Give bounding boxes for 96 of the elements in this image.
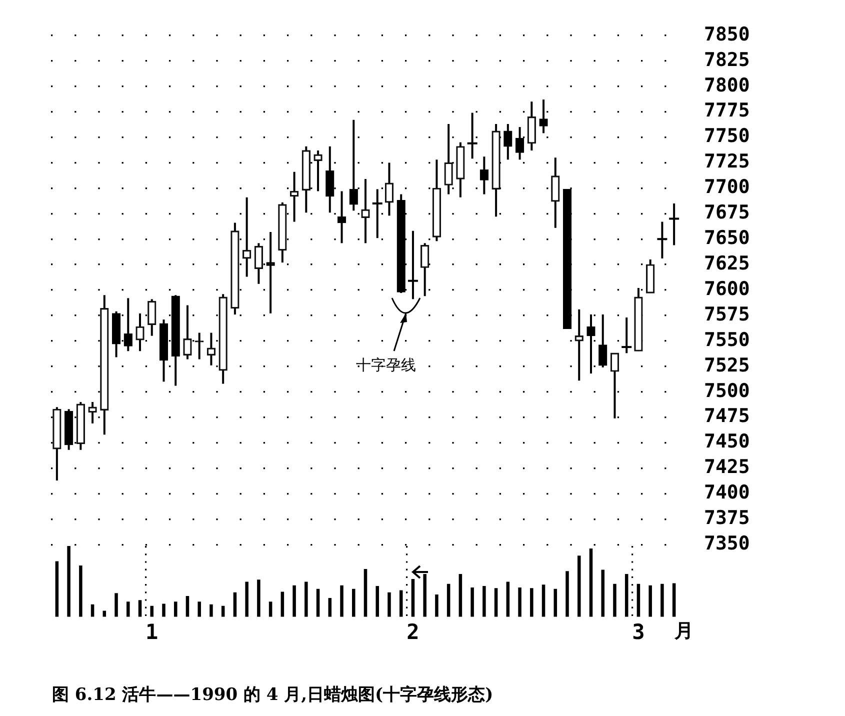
candlestick xyxy=(527,100,536,152)
x-tick-label: 3 xyxy=(632,620,645,644)
bar xyxy=(328,598,332,617)
y-tick-label: 7750 xyxy=(704,125,750,148)
candlestick xyxy=(337,190,346,244)
bar xyxy=(352,588,356,617)
y-tick-label: 7550 xyxy=(704,328,750,351)
candlestick xyxy=(598,313,608,368)
bar xyxy=(340,585,344,617)
y-tick-label: 7800 xyxy=(704,74,750,96)
bar xyxy=(245,582,248,617)
bar xyxy=(174,602,178,617)
bar xyxy=(470,587,474,617)
bar xyxy=(114,593,118,617)
y-tick-label: 7450 xyxy=(704,430,750,453)
y-tick-label: 7650 xyxy=(704,227,750,250)
bar xyxy=(280,592,284,617)
bar xyxy=(423,574,426,617)
bar xyxy=(304,582,308,617)
bar xyxy=(636,584,640,617)
bar xyxy=(660,584,664,617)
y-tick-label: 7825 xyxy=(704,48,750,71)
bar xyxy=(138,600,142,617)
candlestick xyxy=(349,118,358,212)
bar xyxy=(79,565,82,617)
candlestick xyxy=(242,196,252,278)
bar xyxy=(126,602,130,617)
bar xyxy=(542,584,546,617)
bar xyxy=(388,592,391,617)
y-tick-label: 7775 xyxy=(704,100,750,122)
candlestick xyxy=(480,156,489,196)
candlestick xyxy=(610,352,620,420)
y-tick-label: 7500 xyxy=(704,380,750,402)
bar xyxy=(458,574,462,617)
bar xyxy=(162,604,166,617)
y-tick-label: 7675 xyxy=(704,202,750,224)
bar xyxy=(292,585,296,617)
y-tick-label: 7725 xyxy=(704,150,750,173)
bar xyxy=(411,578,415,617)
candlestick xyxy=(290,170,299,223)
candlestick xyxy=(384,162,394,217)
bar xyxy=(233,592,237,617)
bar xyxy=(150,606,154,617)
bar xyxy=(494,588,498,617)
y-tick-label: 7350 xyxy=(704,532,750,555)
y-tick-label: 7525 xyxy=(704,354,750,376)
candlestick xyxy=(574,308,584,382)
bar xyxy=(67,546,70,617)
bar xyxy=(268,602,272,617)
bar xyxy=(601,570,604,617)
y-tick-label: 7475 xyxy=(704,405,750,428)
bar xyxy=(399,590,403,617)
caption: 图 6.12 活牛——1990 的 4 月,日蜡烛图(十字孕线形态) xyxy=(52,684,494,706)
x-tick-label: 1 xyxy=(146,620,158,644)
bar xyxy=(613,584,616,617)
bar xyxy=(530,588,534,617)
x-tick-label: 2 xyxy=(406,620,420,644)
bar xyxy=(376,586,379,617)
candlestick xyxy=(136,312,144,352)
bar xyxy=(257,580,260,617)
y-tick-label: 7575 xyxy=(704,303,750,326)
bar xyxy=(435,594,438,617)
candlestick xyxy=(504,123,512,161)
candlestick xyxy=(88,401,97,424)
y-tick-label: 7850 xyxy=(704,23,750,46)
bar xyxy=(577,556,581,617)
bar xyxy=(55,561,59,617)
y-tick-label: 7400 xyxy=(704,482,750,504)
candlestick xyxy=(586,313,596,375)
candlestick xyxy=(539,98,548,134)
bar xyxy=(506,582,510,617)
bar xyxy=(198,602,201,617)
bar xyxy=(648,585,652,617)
candlestick xyxy=(206,332,216,366)
candlestick xyxy=(551,156,560,229)
bar xyxy=(446,584,450,617)
candlestick xyxy=(314,149,322,192)
bar xyxy=(554,588,558,617)
x-axis-title: 月 xyxy=(674,620,694,642)
bar xyxy=(589,548,593,617)
bar xyxy=(672,583,676,617)
annotation: 十字孕线 xyxy=(356,356,416,375)
bar xyxy=(566,571,569,617)
candlestick xyxy=(361,178,370,244)
bar xyxy=(482,586,486,617)
y-tick-label: 7600 xyxy=(704,278,750,300)
y-tick-label: 7425 xyxy=(704,456,750,478)
bar xyxy=(624,574,628,617)
y-tick-label: 7375 xyxy=(704,507,750,530)
y-tick-label: 7700 xyxy=(704,176,750,198)
bar xyxy=(518,587,522,617)
bar xyxy=(210,604,213,617)
bar xyxy=(316,588,320,617)
bar xyxy=(186,596,190,617)
bar xyxy=(364,569,368,617)
y-tick-label: 7625 xyxy=(704,252,750,274)
